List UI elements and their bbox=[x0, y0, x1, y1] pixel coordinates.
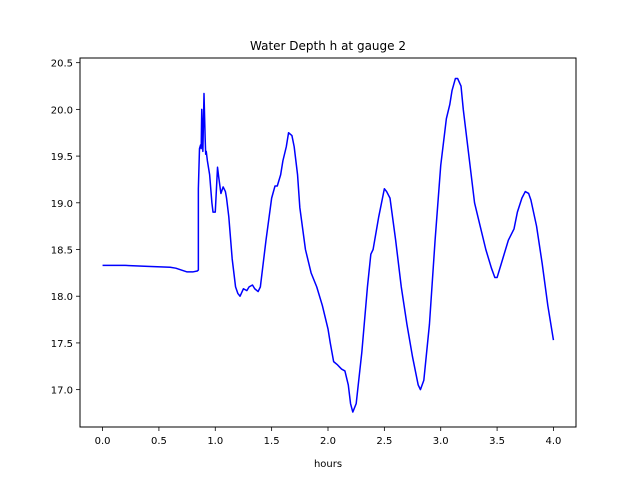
y-tick-label: 18.5 bbox=[51, 246, 73, 257]
plot-frame bbox=[79, 57, 577, 428]
y-tick-label: 18.0 bbox=[51, 292, 73, 303]
x-tick-label: 0.0 bbox=[95, 436, 111, 447]
y-tick-label: 19.0 bbox=[51, 199, 73, 210]
plot-area bbox=[102, 77, 555, 413]
y-tick-label: 20.5 bbox=[51, 59, 73, 70]
y-tick-label: 19.5 bbox=[51, 152, 73, 163]
y-axis: 17.0 17.5 18.0 18.5 19.0 19.5 20.0 20.5 bbox=[51, 59, 80, 397]
y-tick-label: 20.0 bbox=[51, 105, 73, 116]
x-axis: 0.0 0.5 1.0 1.5 2.0 2.5 3.0 3.5 4.0 bbox=[95, 427, 562, 447]
x-tick-label: 4.0 bbox=[546, 436, 562, 447]
x-tick-label: 2.5 bbox=[376, 436, 392, 447]
x-tick-label: 2.0 bbox=[320, 436, 336, 447]
y-tick-label: 17.5 bbox=[51, 339, 73, 350]
x-tick-label: 1.5 bbox=[264, 436, 280, 447]
x-tick-label: 1.0 bbox=[207, 436, 223, 447]
x-tick-label: 0.5 bbox=[151, 436, 167, 447]
x-tick-label: 3.0 bbox=[433, 436, 449, 447]
chart-title: Water Depth h at gauge 2 bbox=[250, 39, 406, 53]
series-line-0 bbox=[102, 77, 555, 413]
x-axis-label: hours bbox=[314, 459, 342, 470]
x-tick-label: 3.5 bbox=[489, 436, 505, 447]
y-tick-label: 17.0 bbox=[51, 386, 73, 397]
